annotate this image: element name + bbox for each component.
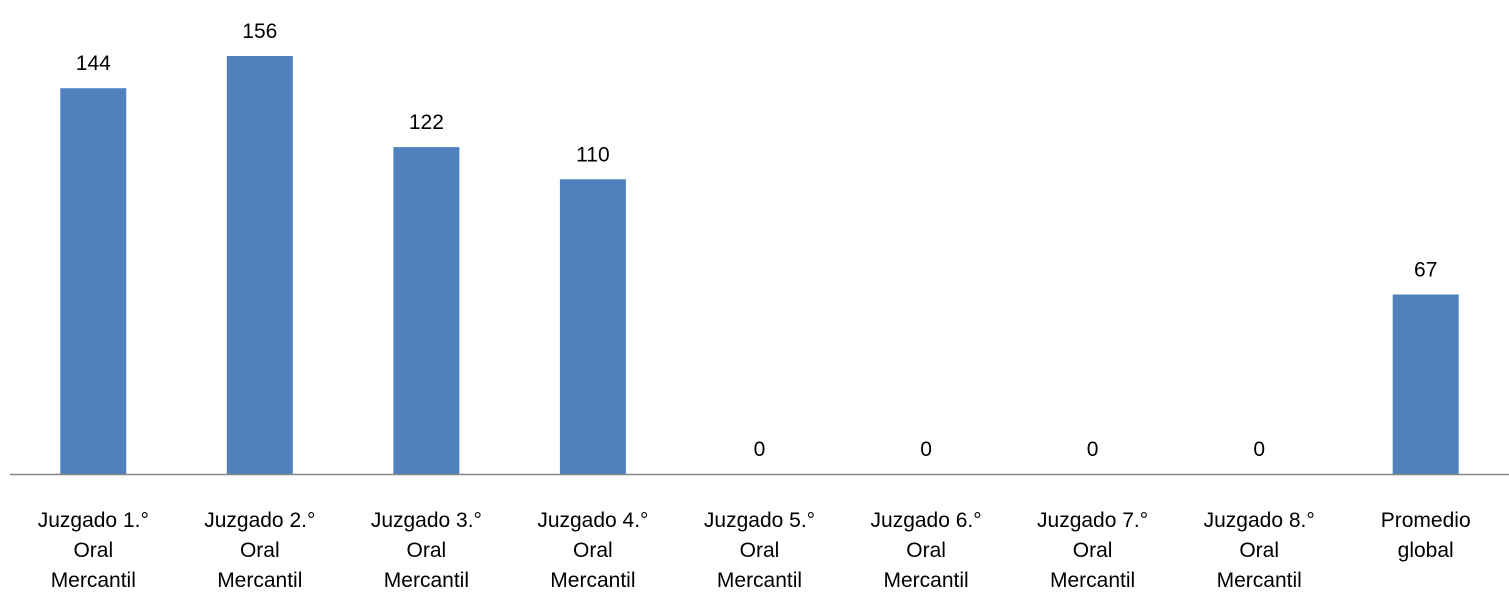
category-label-line: Oral — [73, 539, 113, 562]
category-label-line: Juzgado 7.° — [1037, 509, 1148, 532]
data-label-6: 0 — [920, 438, 932, 461]
category-label-line: Juzgado 4.° — [537, 509, 648, 532]
category-label-line: Mercantil — [384, 569, 469, 592]
category-label-line: Oral — [573, 539, 613, 562]
category-label-line: Juzgado 6.° — [871, 509, 982, 532]
category-label-line: Oral — [906, 539, 946, 562]
category-label-line: Oral — [1239, 539, 1279, 562]
category-label-line: Mercantil — [51, 569, 136, 592]
category-label-line: Juzgado 2.° — [204, 509, 315, 532]
data-label-7: 0 — [1087, 438, 1099, 461]
bar-3 — [393, 147, 460, 474]
value-labels-layer: 144 156 122 110 0 0 0 0 67 — [76, 20, 1438, 461]
bar-4 — [559, 179, 626, 475]
category-label-line: Juzgado 8.° — [1204, 509, 1315, 532]
category-label-1: Juzgado 1.° Oral Mercantil — [38, 509, 149, 592]
category-labels-layer: Juzgado 1.° Oral Mercantil Juzgado 2.° Oral M… — [38, 509, 1471, 592]
data-label-5: 0 — [754, 438, 766, 461]
category-label-4: Juzgado 4.° Oral Mercantil — [537, 509, 648, 592]
category-label-line: Juzgado 5.° — [704, 509, 815, 532]
category-label-line: Mercantil — [1050, 569, 1135, 592]
data-label-1: 144 — [76, 52, 111, 75]
category-label-line: Oral — [240, 539, 280, 562]
category-label-8: Juzgado 8.° Oral Mercantil — [1204, 509, 1315, 592]
data-label-2: 156 — [242, 20, 277, 43]
category-label-line: Promedio — [1381, 509, 1471, 532]
bar-9 — [1392, 294, 1459, 474]
category-label-3: Juzgado 3.° Oral Mercantil — [371, 509, 482, 592]
category-label-9: Promedio global — [1381, 509, 1471, 562]
category-label-line: global — [1398, 539, 1454, 562]
category-label-line: Juzgado 3.° — [371, 509, 482, 532]
data-label-4: 110 — [576, 143, 609, 166]
category-label-7: Juzgado 7.° Oral Mercantil — [1037, 509, 1148, 592]
category-label-line: Mercantil — [883, 569, 968, 592]
category-label-2: Juzgado 2.° Oral Mercantil — [204, 509, 315, 592]
bars-layer — [60, 56, 1459, 475]
category-label-line: Oral — [407, 539, 447, 562]
category-label-line: Oral — [740, 539, 780, 562]
bar-2 — [226, 56, 293, 474]
category-label-line: Mercantil — [550, 569, 635, 592]
category-label-line: Oral — [1073, 539, 1113, 562]
data-label-8: 0 — [1253, 438, 1265, 461]
category-label-line: Mercantil — [717, 569, 802, 592]
category-label-6: Juzgado 6.° Oral Mercantil — [871, 509, 982, 592]
bar-1 — [60, 88, 127, 474]
data-label-3: 122 — [409, 111, 444, 134]
category-label-line: Juzgado 1.° — [38, 509, 149, 532]
category-label-line: Mercantil — [217, 569, 302, 592]
category-label-line: Mercantil — [1217, 569, 1302, 592]
category-label-5: Juzgado 5.° Oral Mercantil — [704, 509, 815, 592]
data-label-9: 67 — [1414, 259, 1437, 282]
